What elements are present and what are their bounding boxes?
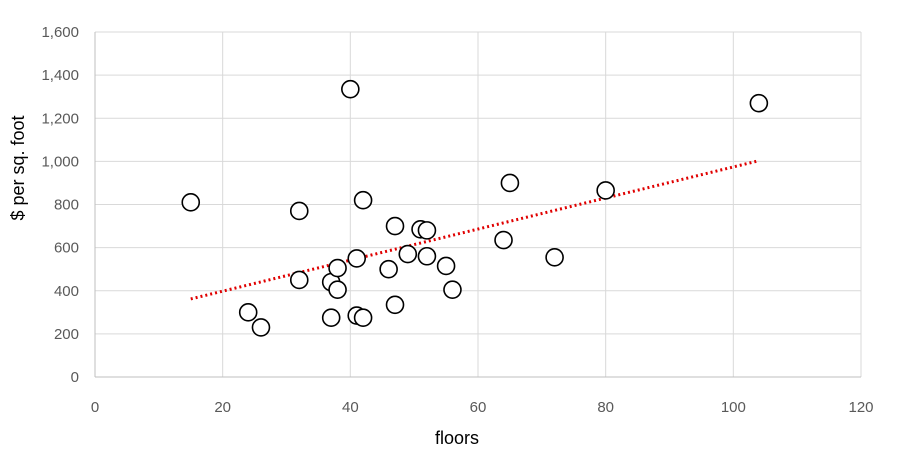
data-point — [353, 308, 373, 328]
x-tick-label: 120 — [848, 399, 873, 416]
data-point — [289, 270, 309, 290]
data-point — [443, 280, 462, 299]
data-point — [379, 259, 398, 279]
data-point — [341, 79, 360, 99]
data-point — [545, 248, 564, 267]
data-point — [385, 295, 405, 315]
y-tick-label: 1,000 — [41, 153, 79, 170]
data-point — [289, 201, 309, 221]
x-tick-label: 60 — [470, 399, 487, 416]
data-point — [596, 181, 615, 200]
data-point — [494, 230, 513, 250]
data-point — [328, 258, 347, 278]
y-tick-label: 1,600 — [41, 24, 79, 41]
data-point — [749, 93, 769, 113]
x-tick-label: 100 — [721, 399, 746, 416]
y-tick-label: 1,400 — [41, 67, 79, 84]
x-tick-label: 0 — [91, 399, 99, 416]
data-point — [385, 216, 405, 236]
data-point — [353, 190, 373, 210]
y-tick-label: 200 — [54, 326, 79, 343]
y-tick-label: 400 — [54, 283, 79, 300]
data-point — [398, 244, 418, 264]
data-point — [238, 303, 258, 322]
data-point — [181, 193, 201, 212]
data-point — [417, 221, 437, 240]
y-axis-title: $ per sq. foot — [8, 115, 28, 220]
data-point — [321, 308, 341, 328]
x-tick-label: 80 — [597, 399, 614, 416]
data-point — [328, 280, 347, 299]
data-point — [251, 318, 271, 337]
x-tick-label: 20 — [214, 399, 231, 416]
y-tick-label: 600 — [54, 240, 79, 257]
x-tick-labels: 0 20 40 60 80 100 120 — [91, 399, 874, 416]
axes — [94, 32, 861, 378]
x-tick-label: 40 — [342, 399, 359, 416]
data-point — [436, 256, 456, 276]
y-tick-label: 0 — [71, 369, 79, 386]
y-tick-labels: 0 200 400 600 800 1,000 1,200 1,400 1,600 — [41, 24, 79, 386]
trendline — [190, 159, 760, 301]
data-point — [417, 246, 437, 266]
grid-lines — [95, 31, 862, 377]
trendline-layer — [190, 159, 760, 301]
y-tick-label: 800 — [54, 197, 79, 214]
y-tick-label: 1,200 — [41, 110, 79, 127]
x-axis-title: floors — [435, 428, 479, 448]
data-point — [500, 173, 520, 193]
data-point — [347, 249, 367, 268]
data-points — [181, 79, 769, 337]
